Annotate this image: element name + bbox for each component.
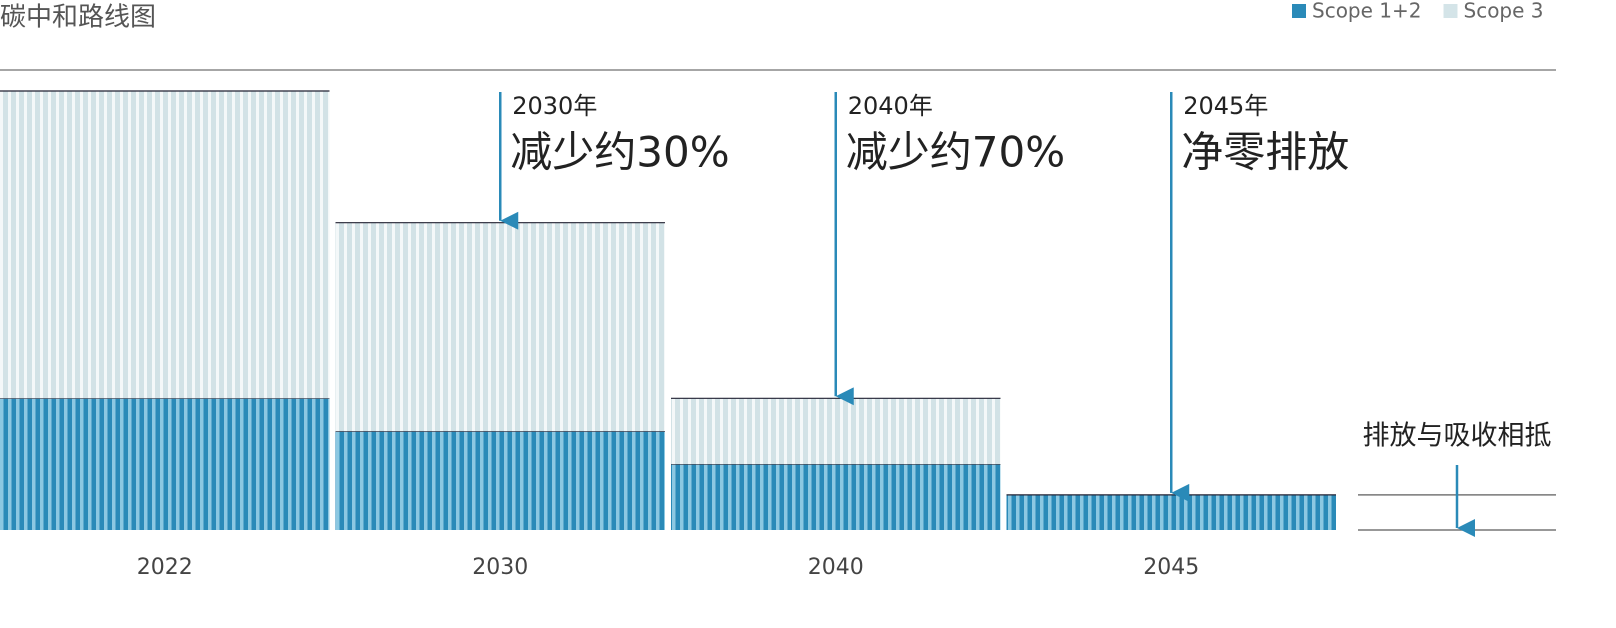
annotation-text: 减少约30% <box>510 128 729 177</box>
annotation-label: 2045年 <box>1183 92 1268 120</box>
annotation-text: 减少约70% <box>846 128 1065 177</box>
offset-note: 排放与吸收相抵 <box>1363 421 1552 452</box>
x-tick-label: 2030 <box>472 555 528 580</box>
x-tick-label: 2045 <box>1143 555 1199 580</box>
bar-segment <box>335 222 665 432</box>
bar-segment <box>671 398 1001 465</box>
x-tick-label: 2022 <box>137 555 193 580</box>
legend-label: Scope 3 <box>1464 0 1544 23</box>
bar-segment <box>1006 494 1336 530</box>
x-tick-label: 2040 <box>808 555 864 580</box>
annotation-label: 2040年 <box>848 92 933 120</box>
annotation-label: 2030年 <box>512 92 597 120</box>
legend-swatch <box>1292 4 1306 18</box>
bar-segment <box>0 91 330 399</box>
annotation-text: 净零排放 <box>1181 128 1349 177</box>
legend-swatch <box>1443 4 1458 18</box>
bar-segment <box>671 464 1001 530</box>
bar-segment <box>0 398 330 530</box>
chart-title: 碳中和路线图 <box>0 3 156 33</box>
bar-segment <box>335 431 665 530</box>
legend-label: Scope 1+2 <box>1312 0 1422 23</box>
